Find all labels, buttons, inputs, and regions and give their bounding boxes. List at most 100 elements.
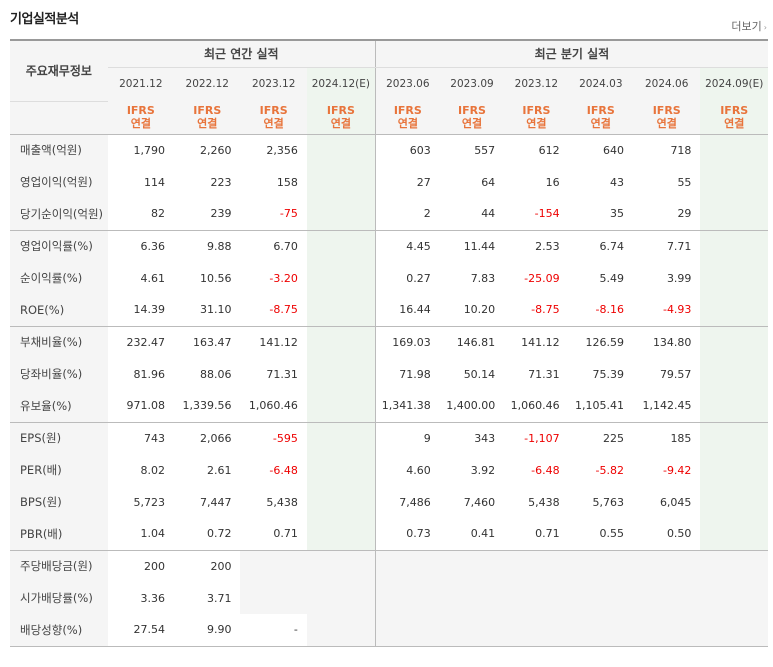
table-cell xyxy=(374,582,440,614)
ifrs-standard-label: IFRS 연결 xyxy=(306,101,376,135)
table-row: 유보율(%) 971.08 1,339.56 1,060.46 1,341.38 1,40… xyxy=(10,390,768,422)
chevron-right-icon: › xyxy=(763,23,767,32)
table-cell xyxy=(700,262,768,294)
ifrs-standard-label: IFRS 연결 xyxy=(504,101,569,135)
ifrs-standard-label: IFRS 연결 xyxy=(700,101,768,135)
table-cell xyxy=(306,358,376,390)
table-row: 순이익률(%) 4.61 10.56 -3.20 0.27 7.83 -25.09 5.49 3… xyxy=(10,262,768,294)
ifrs-standard-label: IFRS 연결 xyxy=(240,101,307,135)
table-cell: 64 xyxy=(481,175,496,189)
period-header: 2024.09(E) xyxy=(700,67,768,101)
table-cell xyxy=(700,390,768,422)
table-cell: 35 xyxy=(610,207,624,221)
table-cell: 43 xyxy=(610,175,624,189)
table-cell: -595 xyxy=(240,421,307,454)
table-cell xyxy=(700,614,768,646)
table-cell: 81.96 xyxy=(133,367,166,381)
table-cell xyxy=(700,358,768,390)
table-cell: 141.12 xyxy=(504,325,569,358)
table-cell: 3.36 xyxy=(140,591,166,605)
table-cell: 4.60 xyxy=(374,454,440,486)
table-cell: -154 xyxy=(534,207,560,221)
table-cell xyxy=(700,454,768,486)
table-cell xyxy=(633,582,701,614)
section-title: 기업실적분석 xyxy=(10,12,79,27)
table-cell xyxy=(700,549,768,582)
table-cell: 239 xyxy=(210,207,232,221)
table-cell: 5,763 xyxy=(592,495,625,509)
ifrs-line2: 연결 xyxy=(724,117,745,131)
table-cell xyxy=(306,325,376,358)
ifrs-line1: IFRS xyxy=(457,104,486,118)
period-header: 2024.03 xyxy=(568,67,633,101)
row-label: 영업이익(억원) xyxy=(10,166,108,198)
table-cell xyxy=(439,614,505,646)
table-cell: 1,060.46 xyxy=(248,399,298,413)
table-cell: 0.27 xyxy=(374,262,440,294)
table-cell xyxy=(700,294,768,326)
row-label: 유보율(%) xyxy=(10,390,108,422)
table-cell xyxy=(568,549,633,582)
table-cell: 50.14 xyxy=(463,367,496,381)
more-link[interactable]: 더보기 › xyxy=(731,18,767,34)
table-cell: 1,105.41 xyxy=(575,399,624,413)
row-label-header: 주요재무정보 xyxy=(10,40,108,102)
table-cell: 55 xyxy=(677,175,692,189)
ifrs-standard-label: IFRS 연결 xyxy=(174,101,241,135)
table-cell: 141.12 xyxy=(240,325,307,358)
table-row: ROE(%) 14.39 31.10 -8.75 16.44 10.20 -8.75 -8.1… xyxy=(10,294,768,326)
table-cell: -3.20 xyxy=(269,271,298,285)
table-row: 배당성향(%) 27.54 9.90 - xyxy=(10,614,768,646)
table-cell: 8.02 xyxy=(140,463,166,477)
row-label: 당좌비율(%) xyxy=(10,358,108,390)
table-cell xyxy=(306,549,376,582)
table-cell: 612 xyxy=(538,143,560,157)
ifrs-line1: IFRS xyxy=(652,104,681,118)
table-cell: 27.54 xyxy=(133,623,166,637)
table-cell xyxy=(700,518,768,550)
ifrs-line1: IFRS xyxy=(393,104,422,118)
table-cell xyxy=(633,549,701,582)
row-label: 주당배당금(원) xyxy=(10,549,108,582)
table-cell: 71.31 xyxy=(266,367,298,381)
table-cell: 114 xyxy=(144,175,166,189)
table-cell xyxy=(374,614,440,646)
table-cell: 0.55 xyxy=(599,527,625,541)
table-cell: 134.80 xyxy=(633,325,701,358)
table-cell: 7,460 xyxy=(463,495,496,509)
table-cell: 6.36 xyxy=(107,229,175,262)
ifrs-line1: IFRS xyxy=(193,104,222,118)
table-cell: 1,142.45 xyxy=(642,399,692,413)
table-cell: 1,060.46 xyxy=(510,399,560,413)
ifrs-line2: 연결 xyxy=(397,117,418,131)
table-cell: 640 xyxy=(603,143,624,157)
ifrs-line1: IFRS xyxy=(259,104,288,118)
table-cell xyxy=(504,614,569,646)
table-cell: 16.44 xyxy=(374,294,440,326)
ifrs-line2: 연결 xyxy=(590,117,611,131)
table-row: BPS(원) 5,723 7,447 5,438 7,486 7,460 5,438 5,76… xyxy=(10,486,768,518)
table-cell: 6,045 xyxy=(659,495,692,509)
table-cell: 4.61 xyxy=(140,271,166,285)
row-label: PER(배) xyxy=(10,454,108,486)
table-cell xyxy=(374,549,440,582)
table-cell: 603 xyxy=(374,134,440,166)
table-cell: -9.42 xyxy=(662,463,692,477)
table-cell: -6.48 xyxy=(269,463,298,477)
table-cell: 557 xyxy=(474,143,496,157)
table-row: 매출액(억원) 1,790 2,260 2,356 603 557 612 640 718 xyxy=(10,134,768,166)
ifrs-line2: 연결 xyxy=(197,117,218,131)
table-cell: 163.47 xyxy=(174,325,241,358)
table-cell: 71.31 xyxy=(528,367,560,381)
ifrs-line2: 연결 xyxy=(461,117,483,131)
row-label: BPS(원) xyxy=(10,486,108,518)
period-header: 2023.09 xyxy=(439,67,505,101)
period-header: 2023.12 xyxy=(240,67,307,101)
table-cell: 223 xyxy=(210,175,232,189)
table-cell xyxy=(306,390,376,422)
table-cell: 225 xyxy=(568,421,633,454)
table-cell xyxy=(700,325,768,358)
table-cell: -8.75 xyxy=(531,303,560,317)
table-cell: 2.61 xyxy=(206,463,232,477)
period-header: 2021.12 xyxy=(107,67,175,101)
